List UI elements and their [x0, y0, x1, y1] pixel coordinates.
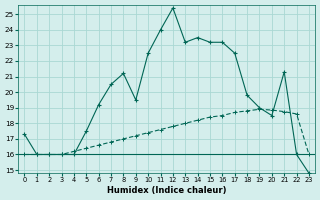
X-axis label: Humidex (Indice chaleur): Humidex (Indice chaleur): [107, 186, 227, 195]
